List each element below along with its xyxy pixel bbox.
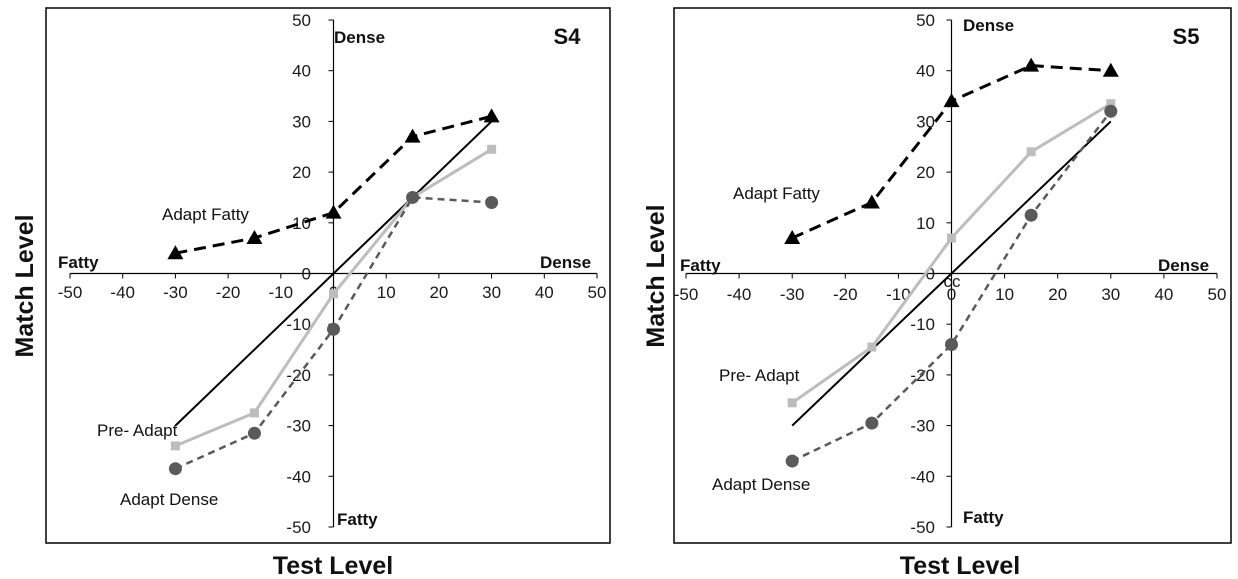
extra-label: cc <box>944 272 962 291</box>
data-point-adapt-fatty <box>943 93 960 108</box>
corner-label-top: Dense <box>963 16 1014 35</box>
x-tick-label: 10 <box>377 283 396 302</box>
x-tick-label: 30 <box>1101 285 1120 304</box>
data-point-adapt-dense <box>785 454 799 468</box>
data-point-adapt-fatty <box>784 230 801 245</box>
y-axis-title: Match Level <box>11 214 39 357</box>
data-point-pre-adapt <box>329 289 338 299</box>
data-point-pre-adapt <box>867 342 877 352</box>
corner-label-right: Dense <box>1158 256 1209 275</box>
data-point-adapt-fatty <box>404 128 421 143</box>
x-axis-title: Test Level <box>900 552 1020 579</box>
x-tick-label: -50 <box>58 283 83 302</box>
x-tick-label: -20 <box>833 285 858 304</box>
data-point-pre-adapt <box>249 408 259 418</box>
data-point-adapt-dense <box>168 462 182 476</box>
data-point-adapt-fatty <box>167 245 184 260</box>
y-axis-title: Match Level <box>642 204 670 347</box>
x-tick-label: -30 <box>780 285 805 304</box>
y-tick-label: -10 <box>910 315 935 334</box>
x-tick-label: 50 <box>1208 285 1227 304</box>
y-tick-label: -50 <box>286 518 311 537</box>
y-tick-label: 40 <box>916 62 935 81</box>
data-point-adapt-dense <box>945 337 958 351</box>
data-point-adapt-dense <box>1104 104 1118 118</box>
y-tick-label: -40 <box>286 467 311 486</box>
data-point-pre-adapt <box>1026 147 1036 157</box>
y-tick-label: 0 <box>926 265 935 284</box>
corner-label-top: Dense <box>334 28 385 47</box>
x-tick-label: -40 <box>110 283 135 302</box>
x-tick-label: 20 <box>429 283 448 302</box>
x-tick-label: 10 <box>995 285 1014 304</box>
y-tick-label: 30 <box>916 112 935 131</box>
y-tick-label: 20 <box>916 163 935 182</box>
data-point-pre-adapt <box>170 441 180 451</box>
panel-frame <box>673 7 1232 544</box>
panel-title: S5 <box>1173 24 1200 49</box>
corner-label-bottom: Fatty <box>337 510 378 529</box>
identity-line <box>174 120 493 427</box>
x-tick-label: -20 <box>216 283 241 302</box>
data-point-pre-adapt <box>947 233 956 243</box>
data-point-adapt-dense <box>865 416 879 430</box>
identity-line <box>791 120 1112 427</box>
series-label-pre-adapt: Pre- Adapt <box>719 366 800 385</box>
panel-2: -50 -40 -30 -20 -10 0 10 20 30 40 50 50 40 30 20 10 0 -10… <box>642 7 1232 579</box>
data-point-adapt-fatty <box>246 230 263 245</box>
series-label-adapt-dense: Adapt Dense <box>712 475 810 494</box>
data-point-pre-adapt <box>487 144 497 154</box>
data-point-adapt-fatty <box>1023 57 1040 72</box>
series-label-adapt-fatty: Adapt Fatty <box>162 205 249 224</box>
data-point-pre-adapt <box>1106 99 1116 109</box>
data-point-adapt-fatty <box>483 108 500 123</box>
x-tick-label: 20 <box>1048 285 1067 304</box>
x-tick-label: 0 <box>947 285 956 304</box>
x-tick-label: 40 <box>535 283 554 302</box>
data-point-pre-adapt <box>787 398 797 408</box>
corner-label-left: Fatty <box>680 256 721 275</box>
x-tick-label: 50 <box>588 283 607 302</box>
y-tick-label: 50 <box>292 11 311 30</box>
x-tick-label: -30 <box>163 283 188 302</box>
data-point-adapt-dense <box>1024 208 1038 222</box>
data-point-adapt-fatty <box>863 194 880 209</box>
corner-label-bottom: Fatty <box>963 508 1004 527</box>
x-tick-label: -40 <box>727 285 752 304</box>
data-point-adapt-dense <box>406 190 420 204</box>
y-tick-label: 10 <box>916 214 935 233</box>
x-axis-title: Test Level <box>273 552 393 579</box>
data-point-adapt-dense <box>247 426 261 440</box>
data-point-adapt-dense <box>485 196 499 210</box>
series-label-adapt-dense: Adapt Dense <box>120 490 218 509</box>
y-tick-label: -10 <box>286 315 311 334</box>
y-tick-label: -30 <box>910 417 935 436</box>
panel-title: S4 <box>554 24 582 49</box>
y-tick-label: -30 <box>286 417 311 436</box>
x-tick-label: -50 <box>674 285 699 304</box>
y-tick-label: 20 <box>292 163 311 182</box>
corner-label-left: Fatty <box>58 253 99 272</box>
y-tick-label: -50 <box>910 518 935 537</box>
data-point-adapt-fatty <box>1102 62 1119 77</box>
y-tick-label: 30 <box>292 112 311 131</box>
corner-label-right: Dense <box>540 253 591 272</box>
data-point-adapt-fatty <box>325 204 342 219</box>
x-tick-label: 40 <box>1154 285 1173 304</box>
y-tick-label: 0 <box>302 265 311 284</box>
y-tick-label: 40 <box>292 62 311 81</box>
y-tick-label: 10 <box>292 214 311 233</box>
series-label-adapt-fatty: Adapt Fatty <box>733 184 820 203</box>
panel-1: -50-40-30-20-100102030405050403020100-10… <box>11 7 611 579</box>
y-tick-label: -40 <box>910 467 935 486</box>
series-label-pre-adapt: Pre- Adapt <box>97 421 178 440</box>
y-tick-label: 50 <box>916 11 935 30</box>
data-point-adapt-dense <box>327 322 340 336</box>
panel-frame <box>45 7 611 544</box>
x-tick-label: -10 <box>886 285 911 304</box>
x-tick-label: -10 <box>269 283 294 302</box>
x-tick-label: 30 <box>482 283 501 302</box>
